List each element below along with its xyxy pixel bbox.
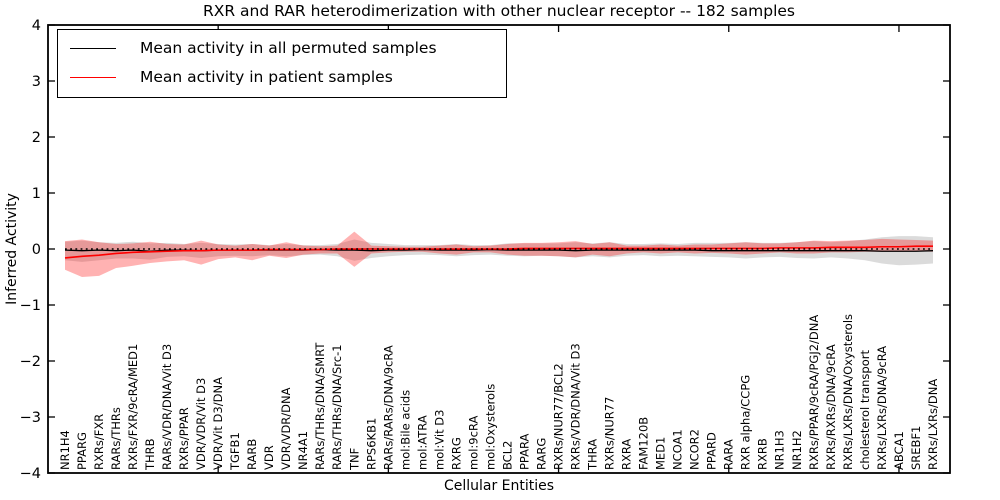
category-label: ABCA1 <box>892 431 906 470</box>
category-label: PPARD <box>705 432 719 470</box>
chart-title: RXR and RAR heterodimerization with othe… <box>202 2 796 20</box>
category-label: RXR alpha/CCPG <box>739 375 753 470</box>
category-label: cholesterol transport <box>858 350 872 470</box>
category-label: RXRs/RXRs/DNA/9cRA <box>824 344 838 470</box>
legend-item-patient: Mean activity in patient samples <box>70 66 494 88</box>
category-label: RARG <box>534 438 548 470</box>
category-label: PPARG <box>75 432 89 470</box>
category-label: THRA <box>586 439 600 471</box>
y-tick-label: −3 <box>20 410 41 426</box>
category-label: RARs/THRs <box>109 407 123 470</box>
patient-line-sample <box>70 76 116 78</box>
x-axis-label: Cellular Entities <box>443 478 555 494</box>
y-tick-label: 3 <box>32 74 41 90</box>
y-tick-label: 1 <box>32 186 41 202</box>
category-label: RXRs/LXRs/DNA <box>926 379 940 470</box>
category-label: NR4A1 <box>296 431 310 470</box>
category-label: RXRs/FXR/9cRA/MED1 <box>126 344 140 470</box>
category-label: VDR/Vit D3/DNA <box>211 377 225 470</box>
category-label: NR1H2 <box>790 430 804 470</box>
category-label: SREBF1 <box>909 426 923 470</box>
y-tick-label: 4 <box>32 18 41 34</box>
category-label: MED1 <box>654 437 668 470</box>
category-label: RXRs/LXRs/DNA/9cRA <box>875 346 889 470</box>
category-label: VDR/VDR/Vit D3 <box>194 378 208 470</box>
category-label: RXRs/PPAR <box>177 407 191 470</box>
category-label: mol:9cRA <box>466 416 480 470</box>
category-label: RXRs/NUR77/BCL2 <box>551 363 565 470</box>
category-label: RPS6KB1 <box>364 418 378 470</box>
legend: Mean activity in all permuted samples Me… <box>57 29 507 98</box>
category-label: RXRs/VDR/DNA/Vit D3 <box>568 343 582 470</box>
category-label: RXRs/LXRs/DNA/Oxysterols <box>841 314 855 470</box>
category-label: TNF <box>347 448 361 471</box>
y-tick-label: −4 <box>20 466 41 482</box>
category-label: FAM120B <box>637 417 651 470</box>
category-label: NCOR2 <box>688 429 702 470</box>
category-label: mol:Vit D3 <box>432 410 446 470</box>
category-label: VDR <box>262 445 276 470</box>
permuted-line-sample <box>70 47 116 49</box>
category-label: RARs/VDR/DNA/Vit D3 <box>160 344 174 470</box>
category-label: RARs/RARs/DNA/9cRA <box>381 345 395 470</box>
legend-label-patient: Mean activity in patient samples <box>140 68 393 86</box>
category-label: RXRA <box>620 439 634 470</box>
y-tick-label: 0 <box>32 242 41 258</box>
patient-mean-line <box>64 245 933 259</box>
category-label: RXRs/PPAR/9cRA/PGJ2/DNA <box>807 315 821 470</box>
category-label: RARA <box>722 439 736 470</box>
y-tick-label: −2 <box>20 354 41 370</box>
category-label: RXRs/FXR <box>92 414 106 470</box>
category-label: mol:Oxysterols <box>483 384 497 470</box>
category-label: NR1H4 <box>58 430 72 470</box>
permuted-std-band <box>65 236 933 266</box>
category-label: PPARA <box>517 433 531 470</box>
category-label: mol:Bile acids <box>398 390 412 470</box>
y-tick-label: −1 <box>20 298 41 314</box>
category-label: NCOA1 <box>671 429 685 470</box>
category-label: RARB <box>245 439 259 470</box>
category-label: NR1H3 <box>773 430 787 470</box>
category-label: RARs/THRs/DNA/Src-1 <box>330 344 344 470</box>
y-axis-label: Inferred Activity <box>4 193 20 305</box>
category-label: RXRG <box>449 437 463 470</box>
category-label: mol:ATRA <box>415 415 429 470</box>
category-label: RXRs/NUR77 <box>603 397 617 470</box>
category-label: VDR/VDR/DNA <box>279 387 293 470</box>
category-label: RXRB <box>756 438 770 470</box>
category-label: THRB <box>143 438 157 471</box>
patient-std-band <box>65 231 933 277</box>
category-label: TGFB1 <box>228 432 242 471</box>
y-tick-label: 2 <box>32 130 41 146</box>
category-label: BCL2 <box>500 441 514 470</box>
legend-item-permuted: Mean activity in all permuted samples <box>70 37 494 59</box>
legend-label-permuted: Mean activity in all permuted samples <box>140 39 437 57</box>
category-label: RARs/THRs/DNA/SMRT <box>313 342 327 470</box>
